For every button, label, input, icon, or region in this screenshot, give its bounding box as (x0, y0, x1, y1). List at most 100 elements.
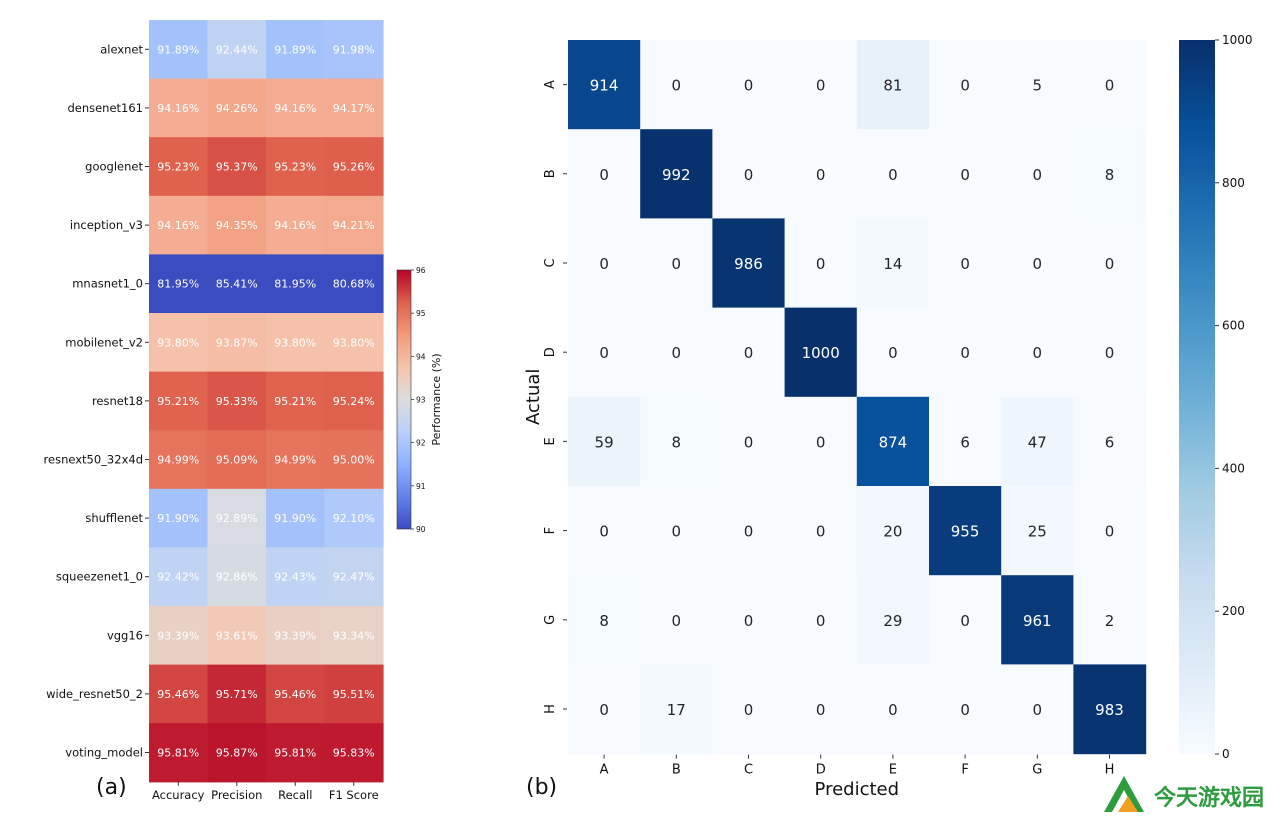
matrix-value-label: 0 (816, 433, 826, 451)
matrix-value-label: 0 (744, 433, 754, 451)
y-tick-label: wide_resnet50_2 (46, 687, 143, 701)
colorbar-tick-label: 93 (416, 396, 426, 405)
cell-value-label: 95.21% (274, 395, 316, 408)
colorbar-tick-label: 96 (416, 266, 426, 275)
cell-value-label: 95.81% (274, 747, 316, 760)
matrix-value-label: 8 (672, 433, 682, 451)
cell-value-label: 94.16% (274, 102, 316, 115)
matrix-value-label: 0 (960, 77, 970, 95)
heatmap-cell (207, 606, 267, 666)
cell-value-label: 94.16% (157, 102, 199, 115)
y-tick-label: vgg16 (107, 628, 143, 642)
heatmap-cell (207, 78, 267, 138)
heatmap-cell (324, 371, 384, 431)
matrix-value-label: 986 (734, 255, 763, 273)
cell-value-label: 94.99% (157, 454, 199, 467)
cell-value-label: 95.00% (333, 454, 375, 467)
x-tick-label: F1 Score (329, 788, 379, 802)
matrix-cell (1073, 218, 1147, 309)
x-tick-label: A (600, 763, 609, 778)
heatmap-cell (324, 664, 384, 724)
matrix-value-label: 0 (599, 701, 609, 719)
matrix-cell (640, 664, 713, 755)
heatmap-cell (266, 78, 326, 138)
cell-value-label: 95.81% (157, 747, 199, 760)
matrix-value-label: 0 (599, 344, 609, 362)
heatmap-cell (149, 547, 209, 607)
cell-value-label: 91.98% (333, 43, 375, 56)
cell-value-label: 95.87% (216, 747, 258, 760)
matrix-cell (712, 218, 786, 309)
cell-value-label: 92.47% (333, 571, 375, 584)
matrix-cell (568, 129, 641, 219)
heatmap-cell (149, 254, 209, 314)
cell-value-label: 92.86% (216, 571, 258, 584)
watermark-icon (1104, 776, 1144, 812)
matrix-value-label: 0 (816, 523, 826, 541)
heatmap-cell (207, 547, 267, 607)
matrix-cell (640, 40, 713, 130)
y-tick-label: A (543, 80, 558, 89)
heatmap-cell (207, 20, 267, 80)
matrix-value-label: 961 (1023, 612, 1052, 630)
matrix-value-label: 6 (960, 433, 970, 451)
matrix-cell (640, 307, 713, 398)
matrix-value-label: 0 (672, 344, 682, 362)
heatmap-cell (207, 723, 267, 783)
performance-heatmap: 91.89% 92.44% 91.89% 91.98% alexnet 94.16% 94.… (44, 20, 384, 802)
y-tick-label: inception_v3 (70, 218, 143, 232)
y-tick-label: mobilenet_v2 (65, 335, 143, 349)
heatmap-cell (266, 488, 326, 548)
heatmap-cell (324, 430, 384, 490)
cell-value-label: 95.37% (216, 161, 258, 174)
matrix-cell (568, 218, 641, 309)
matrix-cell (856, 575, 930, 665)
matrix-cell (784, 40, 858, 130)
matrix-cell (640, 218, 713, 309)
matrix-value-label: 0 (672, 612, 682, 630)
heatmap-cell (149, 195, 209, 255)
cell-value-label: 95.24% (333, 395, 375, 408)
matrix-value-label: 0 (744, 523, 754, 541)
matrix-cell (1001, 307, 1074, 398)
matrix-value-label: 0 (960, 344, 970, 362)
matrix-value-label: 0 (816, 255, 826, 273)
matrix-cell (1001, 575, 1074, 665)
heatmap-cell (324, 254, 384, 314)
cell-value-label: 93.39% (274, 629, 316, 642)
matrix-cell (856, 396, 930, 487)
matrix-cell (1001, 129, 1074, 219)
matrix-cell (712, 664, 786, 755)
matrix-cell (1001, 486, 1074, 576)
matrix-value-label: 59 (595, 433, 614, 451)
matrix-cell (1073, 40, 1147, 130)
watermark-text: 今天游戏园 (1154, 786, 1265, 811)
y-tick-label: F (543, 527, 558, 534)
y-tick-label: alexnet (100, 42, 143, 56)
matrix-cell (784, 129, 858, 219)
heatmap-cell (149, 723, 209, 783)
cell-value-label: 95.26% (333, 161, 375, 174)
heatmap-cell (324, 488, 384, 548)
heatmap-cell (149, 606, 209, 666)
heatmap-cell (266, 606, 326, 666)
matrix-value-label: 17 (667, 701, 686, 719)
cell-value-label: 95.71% (216, 688, 258, 701)
cell-value-label: 93.34% (333, 629, 375, 642)
cell-value-label: 93.80% (274, 336, 316, 349)
y-tick-label: E (543, 437, 558, 445)
heatmap-cell (207, 664, 267, 724)
x-axis-label: Predicted (815, 779, 900, 800)
colorbar-label: Performance (%) (430, 353, 443, 445)
colorbar-tick-label: 90 (416, 525, 426, 534)
heatmap-cell (266, 137, 326, 197)
cell-value-label: 94.21% (333, 219, 375, 232)
cell-value-label: 93.39% (157, 629, 199, 642)
cell-value-label: 92.89% (216, 512, 258, 525)
matrix-value-label: 0 (599, 255, 609, 273)
cell-value-label: 95.46% (157, 688, 199, 701)
x-tick-label: C (744, 763, 753, 778)
matrix-value-label: 0 (960, 255, 970, 273)
matrix-cell (1073, 129, 1147, 219)
cell-value-label: 92.42% (157, 571, 199, 584)
